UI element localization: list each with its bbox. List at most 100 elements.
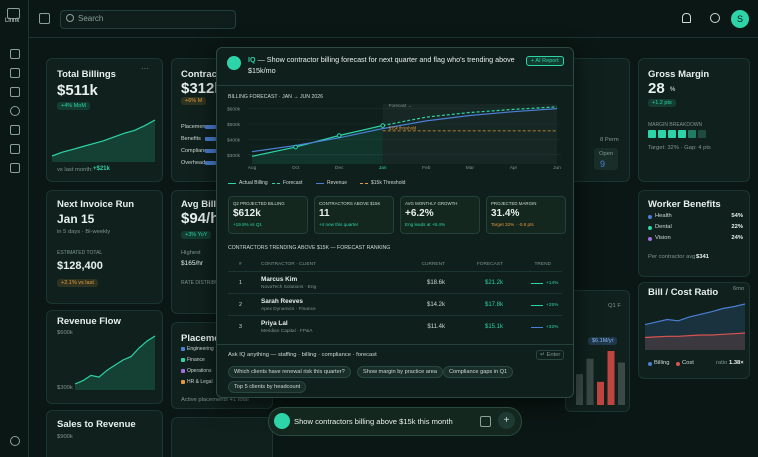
prompt: IQ — Show contractor billing forecast fo…: [248, 54, 520, 76]
open-label: Open: [599, 151, 614, 157]
row-bar: [205, 161, 216, 165]
menu[interactable]: ···: [141, 64, 149, 73]
legend-label: $15k Threshold: [371, 180, 406, 186]
suggestion-chip[interactable]: Show margin by practice area: [357, 366, 443, 378]
prompt-text: — Show contractor billing forecast for n…: [248, 55, 515, 75]
nav-icon[interactable]: [10, 68, 20, 78]
legend-dot: [648, 362, 652, 366]
label: Highest: [181, 250, 201, 256]
trend-line: [531, 283, 543, 284]
nav-icon[interactable]: [10, 49, 20, 59]
stat-box: [486, 196, 566, 234]
series-line: [382, 106, 558, 127]
divider: [217, 85, 573, 86]
footer: Active placements 41 total: [181, 397, 249, 403]
label: MARGIN BREAKDOWN: [648, 122, 703, 128]
theme-toggle[interactable]: [710, 13, 720, 23]
enter-key[interactable]: ↵ Enter: [536, 350, 565, 360]
point: [336, 133, 342, 138]
attach[interactable]: [480, 416, 491, 427]
sparkline: [74, 335, 156, 385]
label: Q1 F: [608, 303, 621, 309]
card: [46, 190, 163, 304]
stat-value: 31.4%: [491, 208, 520, 219]
bar: [586, 358, 594, 405]
item-value: 54%: [731, 213, 743, 219]
rank: 2: [239, 302, 242, 308]
bar: [576, 374, 583, 405]
bar: [597, 381, 604, 405]
avatar[interactable]: S: [731, 10, 749, 28]
contractor-name: Marcus Kim: [261, 276, 298, 283]
stat-box: [228, 196, 308, 234]
series-line: [251, 108, 558, 153]
legend-dot: [181, 380, 185, 384]
y-tick-label: $600k: [227, 107, 241, 113]
row-label: Overhead: [181, 160, 206, 166]
card-title: Gross Margin: [648, 69, 710, 80]
card-value: 28: [648, 80, 665, 97]
client: Meridian Capital · FP&A: [261, 329, 313, 334]
nav-icon[interactable]: [10, 163, 20, 173]
card: [171, 417, 273, 457]
composer-icon: [274, 413, 290, 429]
sparkline: [51, 119, 156, 157]
collapse-button[interactable]: [39, 13, 50, 24]
search-icon: [66, 14, 74, 22]
card-title: Contracto: [181, 69, 226, 80]
stat-note: Eng leads at +8.4%: [405, 222, 445, 227]
card-title: Sales to Revenue: [57, 419, 136, 430]
y-tick-label: $500k: [227, 122, 241, 128]
stat-label: AVG MONTHLY GROWTH: [405, 201, 458, 206]
card: [46, 410, 163, 457]
stat-value: +6.2%: [405, 208, 434, 219]
table-header: FORECAST: [476, 262, 503, 267]
search-box[interactable]: [60, 10, 236, 29]
y-tick-label: $300k: [227, 153, 241, 159]
point: [380, 123, 386, 128]
legend-label: Cost: [682, 360, 694, 366]
divider: [217, 344, 573, 345]
suggestion-chip[interactable]: Compliance gaps in Q1: [443, 366, 514, 378]
annotation: $15k threshold: [389, 125, 417, 130]
suggestion-chip[interactable]: Which clients have renewal risk this qua…: [228, 366, 351, 378]
stat-note: +19.8% vs Q1: [233, 222, 262, 227]
composer-text[interactable]: Show contractors billing above $15k this…: [294, 417, 453, 426]
sparkline-area: [645, 304, 745, 350]
trend: +25%: [546, 303, 559, 308]
card: [46, 58, 163, 182]
bar-chart: [576, 351, 625, 405]
sidebar: [0, 0, 29, 457]
table-header: #: [239, 262, 242, 267]
nav-icon[interactable]: [10, 106, 20, 116]
delta: +1.2 pts: [648, 99, 676, 107]
row-label: Placemen: [181, 124, 206, 130]
legend-label: Operations: [187, 368, 212, 374]
point: [293, 144, 298, 150]
sparkline: [644, 303, 746, 326]
item-value: 22%: [731, 224, 743, 230]
card-title: Next Invoice Run: [57, 199, 135, 210]
search-placeholder: Search: [78, 14, 104, 23]
notifications[interactable]: [682, 13, 691, 23]
x-tick-label: Dec: [335, 165, 344, 171]
delta: +4% MoM: [57, 102, 90, 110]
sparkline: [644, 332, 746, 339]
legend-swatch: [228, 183, 236, 184]
legend-label: Billing: [654, 360, 670, 366]
nav-icon[interactable]: [10, 125, 20, 135]
suggestion-chip[interactable]: Top 5 clients by headcount: [228, 381, 307, 393]
nav-icon[interactable]: [10, 87, 20, 97]
table-header: CURRENT: [421, 262, 445, 267]
badge[interactable]: + AI Report: [526, 56, 564, 66]
stat-box: [314, 196, 394, 234]
settings-icon[interactable]: [10, 436, 20, 446]
stat-value: 11: [319, 208, 330, 219]
nav-icon[interactable]: [10, 144, 20, 154]
legend-swatch: [272, 183, 280, 184]
sparkline: [51, 119, 156, 162]
card-value: $312k: [181, 80, 223, 97]
composer[interactable]: Show contractors billing above $15k this…: [268, 407, 522, 436]
row-bar: [205, 137, 216, 141]
add[interactable]: +: [498, 412, 515, 429]
